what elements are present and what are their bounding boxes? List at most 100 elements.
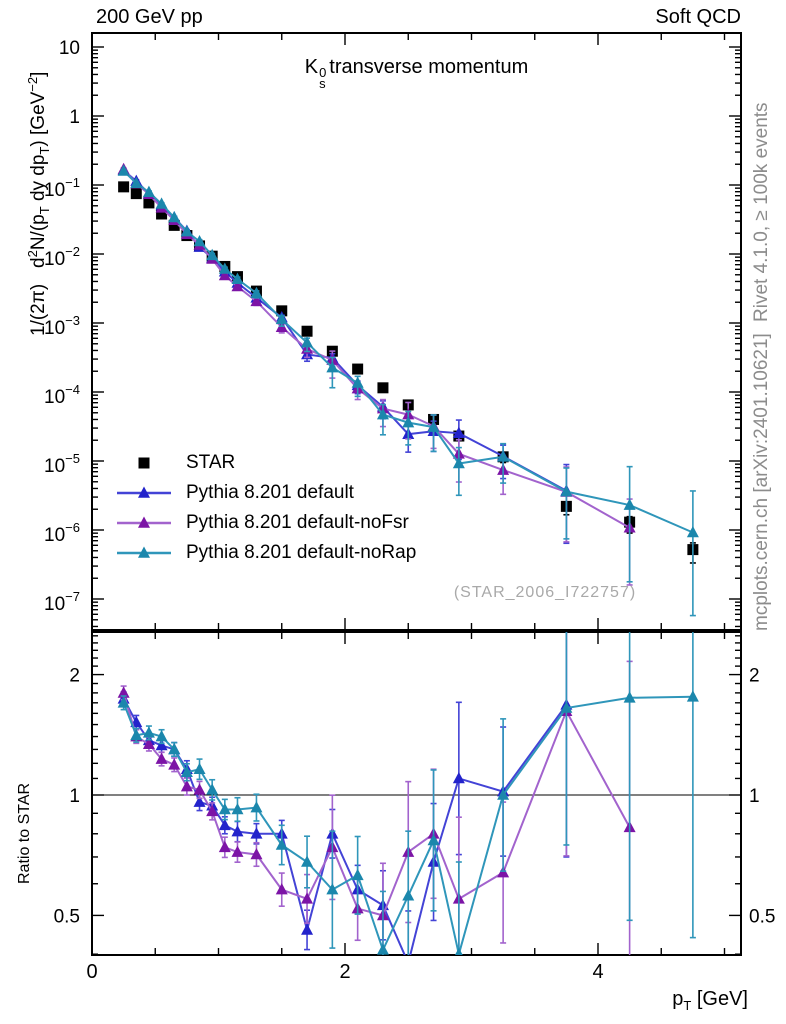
y-tick-label: 10−2 <box>44 244 80 270</box>
data-line <box>122 168 631 529</box>
y-title-part: ] <box>28 71 49 77</box>
data-marker-triangle <box>686 525 699 538</box>
x-tick-label: 4 <box>592 961 603 983</box>
y-title-sub: T <box>37 146 52 155</box>
x-axis-title: pT [GeV] <box>500 988 748 1013</box>
y-title-part: 1/(2π) d <box>28 257 49 336</box>
data-marker-triangle <box>452 426 465 438</box>
rivet-version-note: Rivet 4.1.0, ≥ 100k events <box>751 102 772 322</box>
title-superscript: 0 <box>319 65 327 80</box>
x-tick-label: 0 <box>86 961 97 983</box>
y-title-sup: −2 <box>25 76 40 92</box>
analysis-watermark: (STAR_2006_I722757) <box>453 584 637 601</box>
data-marker-triangle <box>138 486 150 498</box>
data-marker-triangle <box>218 262 231 274</box>
data-marker-triangle <box>351 868 364 881</box>
data-marker-triangle <box>138 516 150 528</box>
y-tick-label: 10−3 <box>44 313 80 339</box>
ratio-tick-label-right: 0.5 <box>749 906 775 927</box>
title-particle: K <box>304 56 319 78</box>
data-marker-triangle <box>427 833 440 846</box>
ratio-axis-title: Ratio to STAR <box>16 782 33 884</box>
data-marker-triangle <box>155 730 168 742</box>
data-marker-triangle <box>301 336 314 348</box>
y-axis-title: 1/(2π) d2N/(pT dy dpT) [GeV−2] <box>25 72 52 336</box>
data-marker-triangle <box>402 416 415 428</box>
series-star <box>118 181 699 564</box>
data-marker-triangle <box>206 248 219 261</box>
data-marker-triangle <box>218 818 231 831</box>
y-title-part: dy dp <box>28 154 49 207</box>
ratio-series-pythia-8-201-default-norap <box>117 632 699 955</box>
x-title-part: [GeV] <box>691 988 748 1010</box>
data-marker-triangle <box>231 280 244 292</box>
data-marker-triangle <box>218 802 231 815</box>
ratio-tick-label-left: 0.5 <box>54 906 80 927</box>
ratio-tick-label-left: 1 <box>69 786 80 807</box>
x-title-sub: T <box>683 998 692 1013</box>
y-title-sub: T <box>37 206 52 215</box>
data-line <box>122 170 694 534</box>
data-marker-triangle <box>326 883 339 895</box>
data-line <box>122 169 567 492</box>
y-tick-label: 10−7 <box>44 589 80 615</box>
data-marker-square <box>130 188 142 200</box>
data-marker-triangle <box>180 225 193 237</box>
data-marker-triangle <box>130 728 143 741</box>
data-marker-square <box>276 305 288 317</box>
y-tick-label: 10−4 <box>44 382 80 408</box>
data-marker-triangle <box>180 765 193 778</box>
legend-label-default: Pythia 8.201 default <box>186 482 354 503</box>
data-marker-square <box>138 457 150 469</box>
data-marker-triangle <box>452 771 465 784</box>
data-marker-triangle <box>250 827 263 839</box>
data-marker-triangle <box>250 286 263 299</box>
data-marker-triangle <box>560 485 573 497</box>
ratio-panel-frame <box>91 631 742 956</box>
data-marker-square <box>156 208 168 220</box>
data-marker-triangle <box>218 840 231 853</box>
data-marker-triangle <box>250 801 263 813</box>
y-title-part: ) [GeV <box>28 91 49 147</box>
data-marker-triangle <box>218 268 231 281</box>
data-marker-triangle <box>301 923 314 935</box>
data-marker-triangle <box>193 795 206 807</box>
data-marker-triangle <box>168 211 181 223</box>
ratio-line <box>122 692 631 917</box>
data-marker-triangle <box>206 804 219 817</box>
data-marker-triangle <box>142 185 155 197</box>
x-title-part: p <box>672 988 684 1010</box>
data-marker-triangle <box>275 838 288 850</box>
data-marker-square <box>301 325 313 337</box>
y-tick-label: 10−6 <box>44 520 80 546</box>
ratio-tick-label-right: 2 <box>749 666 760 687</box>
data-marker-triangle <box>497 788 510 800</box>
data-marker-square <box>168 219 180 231</box>
data-marker-triangle <box>275 883 288 895</box>
legend-label-star: STAR <box>186 452 236 473</box>
data-marker-triangle <box>452 456 465 469</box>
data-marker-triangle <box>180 780 193 792</box>
mcplots-source-note: mcplots.cern.ch [arXiv:2401.10621] <box>751 333 772 631</box>
data-marker-square <box>118 181 130 193</box>
data-marker-triangle <box>206 783 219 795</box>
legend-label-norap: Pythia 8.201 default-noRap <box>186 542 417 563</box>
data-marker-triangle <box>155 752 168 764</box>
series-pythia-8-201-default-norap <box>117 164 699 617</box>
y-tick-label: 1 <box>69 107 80 128</box>
axis-ticks <box>91 33 741 955</box>
data-marker-triangle <box>454 947 463 955</box>
plot-title: K 0 s transverse momentum <box>92 56 741 90</box>
data-marker-square <box>143 197 155 209</box>
data-marker-triangle <box>193 762 206 775</box>
data-marker-triangle <box>231 272 244 284</box>
data-marker-triangle <box>623 498 636 510</box>
legend-markers <box>117 457 171 558</box>
data-marker-triangle <box>497 450 510 462</box>
data-marker-triangle <box>376 943 389 955</box>
data-marker-triangle <box>402 957 414 968</box>
data-marker-triangle <box>402 889 415 901</box>
